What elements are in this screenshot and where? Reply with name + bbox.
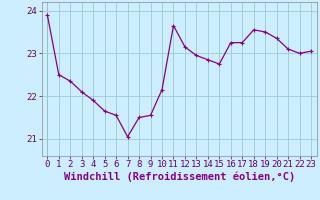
X-axis label: Windchill (Refroidissement éolien,°C): Windchill (Refroidissement éolien,°C) bbox=[64, 172, 295, 182]
